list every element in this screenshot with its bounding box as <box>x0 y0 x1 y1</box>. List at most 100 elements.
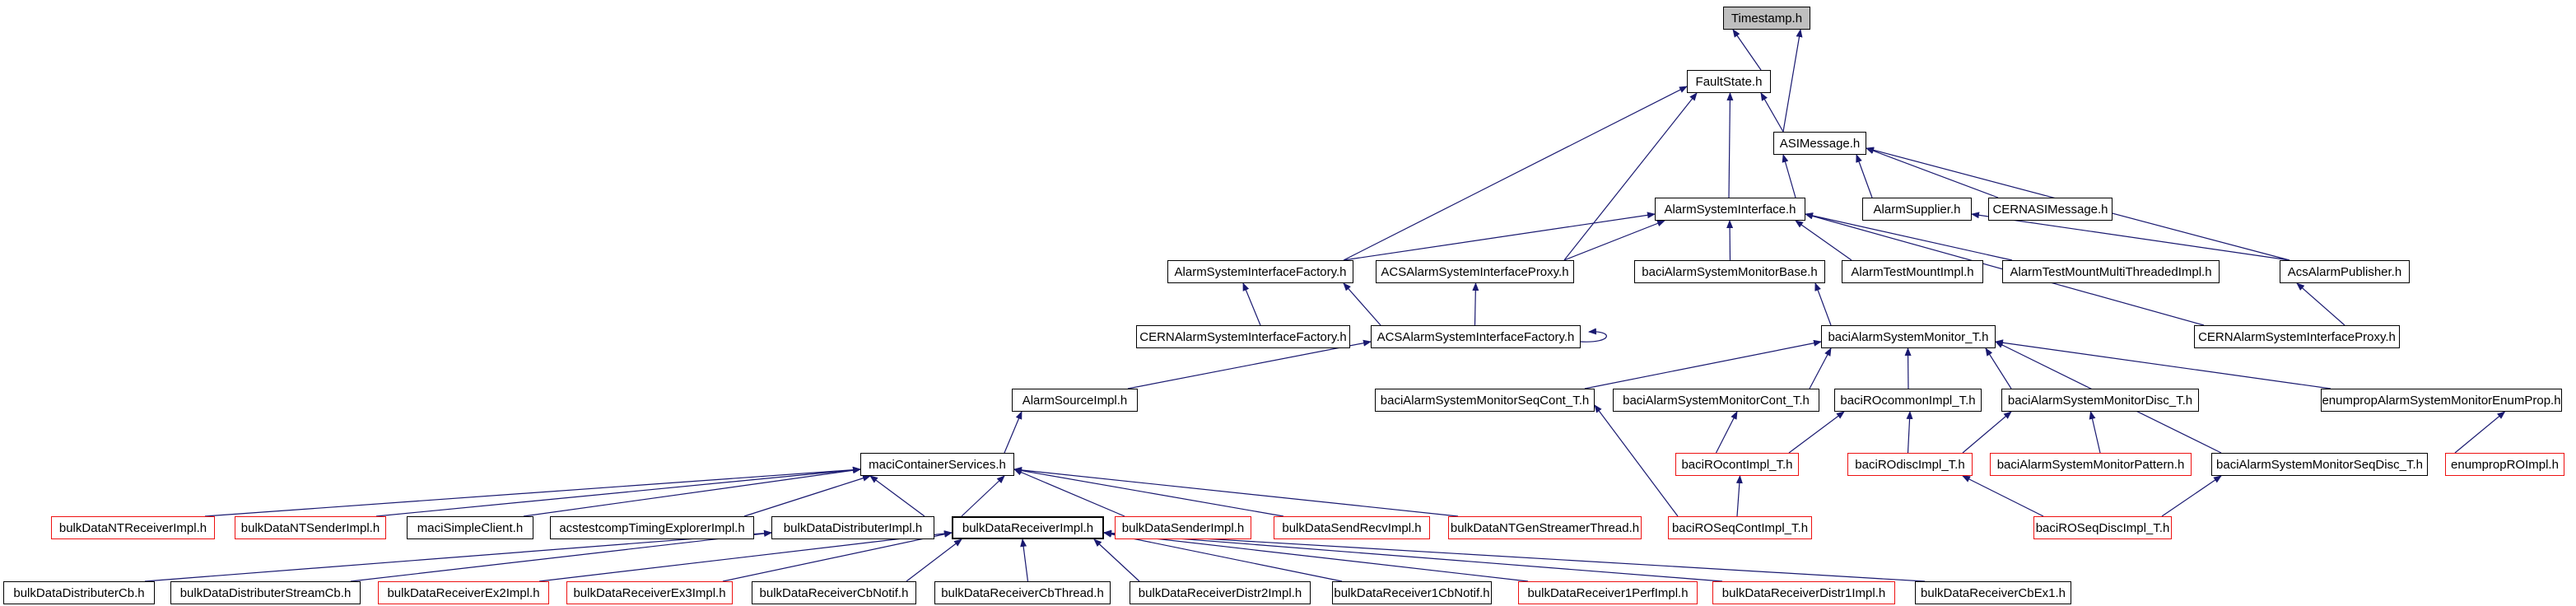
edge-bacialarmsystemmonitordisc-t-to-bacialarmsystemmonitor-t <box>1985 347 2012 389</box>
node-acsalarmsysteminterfacefactory[interactable]: ACSAlarmSystemInterfaceFactory.h <box>1371 325 1581 348</box>
node-bulkdatareceivercbex1[interactable]: bulkDataReceiverCbEx1.h <box>1915 581 2071 604</box>
node-bulkdatareceiverimpl[interactable]: bulkDataReceiverImpl.h <box>952 516 1104 539</box>
edge-bulkdatadistributerimpl-to-macicontainerservices <box>869 475 925 517</box>
node-bacialarmsystemmonitor-t[interactable]: baciAlarmSystemMonitor_T.h <box>1821 325 1996 348</box>
node-bulkdatasendrecvimpl[interactable]: bulkDataSendRecvImpl.h <box>1274 516 1430 539</box>
edge-bulkdatantgenstreamerthread-to-macicontainerservices <box>1013 466 1459 517</box>
node-bulkdatareceiver1cbnotif[interactable]: bulkDataReceiver1CbNotif.h <box>1332 581 1492 604</box>
node-enumproproimpl[interactable]: enumpropROImpl.h <box>2445 453 2564 476</box>
node-macicontainerservices[interactable]: maciContainerServices.h <box>860 453 1014 476</box>
node-bulkdatantreceiverimpl[interactable]: bulkDataNTReceiverImpl.h <box>51 516 215 539</box>
node-bacialarmsystemmonitorcont-t[interactable]: baciAlarmSystemMonitorCont_T.h <box>1613 389 1819 412</box>
node-bulkdatareceiverdistr1impl[interactable]: bulkDataReceiverDistr1Impl.h <box>1712 581 1895 604</box>
edge-bulkdatareceiverex3impl-to-bulkdatareceiverimpl <box>722 530 953 582</box>
node-bulkdatadistributerimpl[interactable]: bulkDataDistributerImpl.h <box>771 516 934 539</box>
node-alarmsupplier[interactable]: AlarmSupplier.h <box>1862 198 1972 221</box>
edge-bulkdatareceiverdistr2impl-to-bulkdatareceiverimpl <box>1093 538 1140 582</box>
edge-bacialarmsystemmonitor-t-to-bacialarmsystemmonitorbase <box>1814 282 1832 326</box>
edge-bulkdatareceivercbthread-to-bulkdatareceiverimpl <box>1020 538 1029 582</box>
edge-acsalarmsysteminterfacefactory-to-acsalarmsysteminterfacefactory <box>1580 328 1607 343</box>
edge-baciroseqdiscimpl-t-to-bacirodiscimpl-t <box>1962 475 2044 517</box>
edge-alarmsysteminterfacefactory-to-alarmsysteminterface <box>1343 212 1656 261</box>
node-cernalarmsysteminterfacefactory[interactable]: CERNAlarmSystemInterfaceFactory.h <box>1136 325 1350 348</box>
node-bulkdatareceivercbnotif[interactable]: bulkDataReceiverCbNotif.h <box>752 581 916 604</box>
node-bulkdatareceiverdistr2impl[interactable]: bulkDataReceiverDistr2Impl.h <box>1130 581 1311 604</box>
edge-bacirocontimpl-t-to-bacialarmsystemmonitorcont-t <box>1715 411 1738 454</box>
edge-bulkdatareceiver1cbnotif-to-bulkdatareceiverimpl <box>1103 530 1343 582</box>
edge-bacirodiscimpl-t-to-bacialarmsystemmonitordisc-t <box>1962 411 2012 454</box>
node-acstestcomptimingexplorerimpl[interactable]: acstestcompTimingExplorerImpl.h <box>550 516 754 539</box>
edge-baciroseqcontimpl-t-to-bacialarmsystemmonitorseqcont-t <box>1594 404 1679 517</box>
node-bulkdatareceiver1perfimpl[interactable]: bulkDataReceiver1PerfImpl.h <box>1518 581 1698 604</box>
node-bacialarmsystemmonitorpattern[interactable]: baciAlarmSystemMonitorPattern.h <box>1990 453 2192 476</box>
node-alarmsourceimpl[interactable]: AlarmSourceImpl.h <box>1012 389 1138 412</box>
edge-bulkdatasendrecvimpl-to-macicontainerservices <box>1013 467 1284 517</box>
edge-alarmsourceimpl-to-acsalarmsysteminterfacefactory <box>1127 339 1372 389</box>
edge-cernalarmsysteminterfacefactory-to-alarmsysteminterfacefactory <box>1242 282 1261 326</box>
edge-acstestcomptimingexplorerimpl-to-macicontainerservices <box>743 474 871 517</box>
edge-bulkdatantsenderimpl-to-macicontainerservices <box>375 466 861 517</box>
node-bulkdatasenderimpl[interactable]: bulkDataSenderImpl.h <box>1115 516 1251 539</box>
node-bacirocontimpl-t[interactable]: baciROcontImpl_T.h <box>1675 453 1799 476</box>
node-bulkdatareceivercbthread[interactable]: bulkDataReceiverCbThread.h <box>934 581 1111 604</box>
node-alarmsysteminterfacefactory[interactable]: AlarmSystemInterfaceFactory.h <box>1167 260 1353 283</box>
node-baciroseqdiscimpl-t[interactable]: baciROSeqDiscImpl_T.h <box>2033 516 2172 539</box>
edge-bulkdatareceiverex2impl-to-bulkdatareceiverimpl <box>538 530 953 582</box>
node-alarmtestmountimpl[interactable]: AlarmTestMountImpl.h <box>1842 260 1983 283</box>
node-bacirocommonimpl-t[interactable]: baciROcommonImpl_T.h <box>1834 389 1982 412</box>
edge-bacirocommonimpl-t-to-bacialarmsystemmonitor-t <box>1904 347 1912 389</box>
node-alarmsysteminterface[interactable]: AlarmSystemInterface.h <box>1655 198 1805 221</box>
node-bulkdatadistributerstreamcb[interactable]: bulkDataDistributerStreamCb.h <box>170 581 361 604</box>
node-alarmtestmountmultithreadedimpl[interactable]: AlarmTestMountMultiThreadedImpl.h <box>2002 260 2220 283</box>
node-cernalarmsysteminterfaceproxy[interactable]: CERNAlarmSystemInterfaceProxy.h <box>2194 325 2400 348</box>
node-macisimpleclient[interactable]: maciSimpleClient.h <box>407 516 533 539</box>
edge-acsalarmsysteminterfacefactory-to-acsalarmsysteminterfaceproxy <box>1472 282 1479 326</box>
node-bacialarmsystemmonitorseqdisc-t[interactable]: baciAlarmSystemMonitorSeqDisc_T.h <box>2211 453 2428 476</box>
edge-bacialarmsystemmonitorpattern-to-bacialarmsystemmonitordisc-t <box>2089 411 2101 454</box>
edge-bacirodiscimpl-t-to-bacirocommonimpl-t <box>1906 411 1913 454</box>
edge-alarmsysteminterface-to-asimessage <box>1782 154 1796 198</box>
node-bulkdatareceiverex3impl[interactable]: bulkDataReceiverEx3Impl.h <box>566 581 733 604</box>
node-faultstate[interactable]: FaultState.h <box>1687 70 1771 93</box>
edge-alarmsysteminterface-to-faultstate <box>1726 92 1734 198</box>
edge-macisimpleclient-to-macicontainerservices <box>523 467 861 517</box>
edge-cernalarmsysteminterfaceproxy-to-acsalarmpublisher <box>2296 282 2345 326</box>
edge-acsalarmsysteminterfaceproxy-to-faultstate <box>1563 92 1698 261</box>
edge-bulkdatareceiverdistr1impl-to-bulkdatareceiverimpl <box>1103 529 1723 582</box>
edge-baciroseqdiscimpl-t-to-bacialarmsystemmonitorseqdisc-t <box>2161 475 2222 517</box>
edge-alarmsupplier-to-asimessage <box>1856 154 1873 198</box>
edge-alarmtestmountmultithreadedimpl-to-alarmsysteminterface <box>1805 212 2013 261</box>
node-bulkdatantsenderimpl[interactable]: bulkDataNTSenderImpl.h <box>235 516 386 539</box>
node-asimessage[interactable]: ASIMessage.h <box>1773 132 1866 155</box>
edge-bacirocontimpl-t-to-bacirocommonimpl-t <box>1788 411 1845 454</box>
edge-bulkdatareceivercbnotif-to-bulkdatareceiverimpl <box>906 538 962 582</box>
edge-bulkdatadistributerstreamcb-to-bulkdatadistributerimpl <box>350 530 772 582</box>
node-enumpropalarmsystemmonitorenumprop[interactable]: enumpropAlarmSystemMonitorEnumProp.h <box>2321 389 2562 412</box>
edge-asimessage-to-faultstate <box>1760 92 1784 133</box>
node-baciroseqcontimpl-t[interactable]: baciROSeqContImpl_T.h <box>1668 516 1812 539</box>
edge-enumpropalarmsystemmonitorenumprop-to-bacialarmsystemmonitor-t <box>1995 339 2331 389</box>
node-bacirodiscimpl-t[interactable]: baciROdiscImpl_T.h <box>1847 453 1973 476</box>
edge-acsalarmsysteminterfaceproxy-to-alarmsysteminterface <box>1563 220 1665 261</box>
node-bacialarmsystemmonitordisc-t[interactable]: baciAlarmSystemMonitorDisc_T.h <box>2001 389 2199 412</box>
node-acsalarmpublisher[interactable]: AcsAlarmPublisher.h <box>2280 260 2410 283</box>
edge-cernasimessage-to-asimessage <box>1866 147 1999 198</box>
edge-bulkdatareceiver1perfimpl-to-bulkdatareceiverimpl <box>1103 530 1529 582</box>
edge-baciroseqcontimpl-t-to-bacirocontimpl-t <box>1735 475 1743 517</box>
edge-alarmtestmountimpl-to-alarmsysteminterface <box>1795 220 1852 261</box>
node-bacialarmsystemmonitorbase[interactable]: baciAlarmSystemMonitorBase.h <box>1634 260 1825 283</box>
node-bulkdatantgenstreamerthread[interactable]: bulkDataNTGenStreamerThread.h <box>1448 516 1642 539</box>
edge-faultstate-to-timestamp <box>1732 29 1762 71</box>
node-timestamp: Timestamp.h <box>1723 7 1810 30</box>
node-bulkdatadistributercb[interactable]: bulkDataDistributerCb.h <box>3 581 155 604</box>
edge-acsalarmsysteminterfacefactory-to-alarmsysteminterfacefactory <box>1343 282 1381 326</box>
edge-acsalarmpublisher-to-alarmsupplier <box>1971 212 2290 261</box>
edge-bulkdatadistributercb-to-bulkdatadistributerimpl <box>144 529 772 582</box>
edge-asimessage-to-timestamp <box>1782 29 1803 133</box>
node-acsalarmsysteminterfaceproxy[interactable]: ACSAlarmSystemInterfaceProxy.h <box>1376 260 1574 283</box>
node-bulkdatareceiverex2impl[interactable]: bulkDataReceiverEx2Impl.h <box>378 581 549 604</box>
node-cernasimessage[interactable]: CERNASIMessage.h <box>1988 198 2113 221</box>
node-bacialarmsystemmonitorseqcont-t[interactable]: baciAlarmSystemMonitorSeqCont_T.h <box>1375 389 1595 412</box>
